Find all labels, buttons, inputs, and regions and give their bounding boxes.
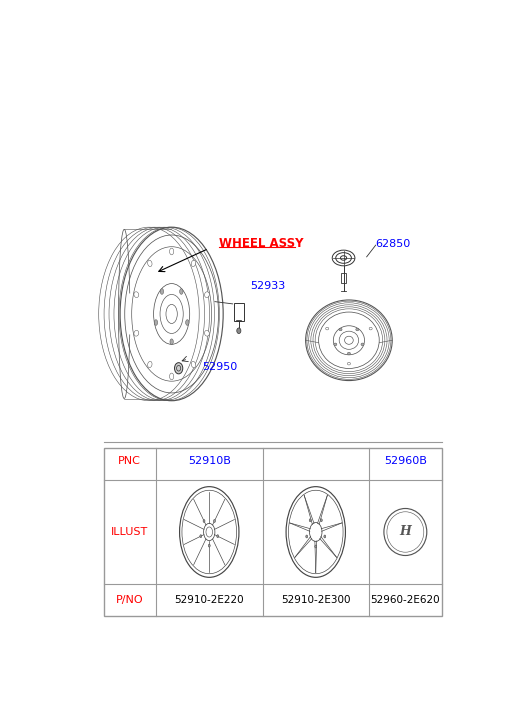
Ellipse shape [134, 330, 139, 336]
Text: 52910-2E300: 52910-2E300 [281, 595, 351, 605]
Bar [234, 302, 244, 321]
Ellipse shape [191, 260, 196, 267]
Ellipse shape [147, 361, 152, 368]
Ellipse shape [170, 339, 173, 345]
Text: 52950: 52950 [203, 362, 238, 372]
Ellipse shape [154, 320, 157, 326]
Ellipse shape [324, 535, 326, 538]
Bar [341, 273, 346, 284]
Ellipse shape [361, 343, 364, 345]
Ellipse shape [347, 362, 351, 365]
Ellipse shape [320, 519, 322, 522]
Ellipse shape [170, 248, 174, 254]
Ellipse shape [213, 520, 215, 523]
Ellipse shape [191, 361, 196, 368]
Text: ILLUST: ILLUST [111, 527, 148, 537]
Bar [104, 449, 442, 616]
Ellipse shape [369, 327, 372, 330]
Ellipse shape [200, 535, 202, 538]
Ellipse shape [217, 535, 219, 538]
Ellipse shape [204, 330, 210, 336]
Ellipse shape [326, 327, 329, 330]
Text: PNC: PNC [119, 456, 142, 466]
Text: 52933: 52933 [250, 281, 285, 291]
Ellipse shape [186, 320, 189, 326]
Ellipse shape [147, 260, 152, 267]
Ellipse shape [170, 373, 174, 379]
Ellipse shape [134, 292, 139, 297]
Text: P/NO: P/NO [116, 595, 144, 605]
Ellipse shape [347, 353, 351, 355]
Ellipse shape [209, 544, 210, 547]
Ellipse shape [334, 343, 337, 345]
Ellipse shape [204, 292, 210, 297]
Text: 52910B: 52910B [188, 456, 231, 466]
Ellipse shape [339, 328, 342, 331]
Text: WHEEL ASSY: WHEEL ASSY [219, 238, 304, 251]
Ellipse shape [306, 535, 307, 538]
Ellipse shape [180, 289, 183, 294]
Text: 52910-2E220: 52910-2E220 [174, 595, 244, 605]
Circle shape [237, 328, 241, 334]
Ellipse shape [309, 519, 311, 522]
Text: H: H [400, 526, 411, 539]
Ellipse shape [356, 328, 359, 331]
Ellipse shape [203, 520, 205, 523]
Ellipse shape [315, 545, 317, 548]
Text: 62850: 62850 [376, 239, 411, 249]
Text: 52960-2E620: 52960-2E620 [370, 595, 440, 605]
Ellipse shape [160, 289, 164, 294]
Text: 52960B: 52960B [384, 456, 427, 466]
Circle shape [174, 363, 183, 374]
